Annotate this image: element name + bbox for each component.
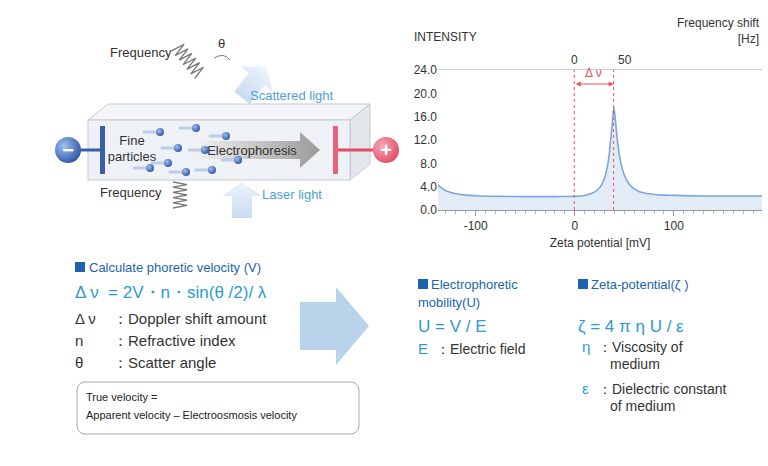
svg-text:Zeta potential [mV]: Zeta potential [mV] xyxy=(550,236,651,250)
svg-text:True velocity =: True velocity = xyxy=(86,391,157,403)
svg-text:Frequency shift[Hz]: Frequency shift[Hz] xyxy=(677,16,760,46)
svg-text:ζ = 4 π η U / ε: ζ = 4 π η U / ε xyxy=(578,317,684,336)
svg-text:η: η xyxy=(582,338,590,355)
svg-text:+: + xyxy=(380,139,392,161)
svg-text:θ: θ xyxy=(75,354,83,371)
svg-text:θ: θ xyxy=(218,36,225,51)
svg-text:Δ ν: Δ ν xyxy=(585,66,602,80)
svg-text:20.0: 20.0 xyxy=(414,87,438,101)
svg-text:Calculate phoretic velocity (V: Calculate phoretic velocity (V) xyxy=(89,260,261,275)
svg-text:n: n xyxy=(75,332,83,349)
svg-text:24.0: 24.0 xyxy=(414,63,438,77)
svg-text:of medium: of medium xyxy=(610,398,675,414)
svg-text:0: 0 xyxy=(571,53,578,67)
svg-text:Δ ν: Δ ν xyxy=(75,310,96,327)
svg-text:−: − xyxy=(62,139,74,161)
svg-text:：Dielectric constant: ：Dielectric constant xyxy=(598,381,726,397)
svg-text:Frequency: Frequency xyxy=(100,185,162,200)
svg-text:ε: ε xyxy=(582,380,589,397)
svg-text:50: 50 xyxy=(618,53,632,67)
svg-text:0: 0 xyxy=(571,219,578,233)
svg-text:Δ ν = 2V・n・sin(θ /2)/ λ: Δ ν = 2V・n・sin(θ /2)/ λ xyxy=(75,283,267,302)
svg-text:：Viscosity of: ：Viscosity of xyxy=(598,339,683,355)
svg-text:Fine: Fine xyxy=(119,133,144,148)
svg-text:Frequency: Frequency xyxy=(110,45,172,60)
svg-text:100: 100 xyxy=(664,219,684,233)
svg-text:Apparent velocity – Electroosm: Apparent velocity – Electroosmosis veloc… xyxy=(86,409,297,421)
svg-text:Laser light: Laser light xyxy=(262,187,322,202)
svg-text:U = V / E: U = V / E xyxy=(418,317,487,336)
svg-text:8.0: 8.0 xyxy=(420,157,437,171)
svg-text:：Scatter angle: ：Scatter angle xyxy=(113,354,216,371)
svg-text:INTENSITY: INTENSITY xyxy=(414,30,477,44)
svg-text:particles: particles xyxy=(108,149,157,164)
svg-text:：Electric field: ：Electric field xyxy=(436,341,525,357)
svg-text:：Doppler shift amount: ：Doppler shift amount xyxy=(113,310,267,327)
svg-text:16.0: 16.0 xyxy=(414,110,438,124)
svg-text:E: E xyxy=(418,340,428,357)
svg-text:-100: -100 xyxy=(464,219,488,233)
svg-text:0.0: 0.0 xyxy=(420,203,437,217)
svg-text:12.0: 12.0 xyxy=(414,133,438,147)
svg-text:mobility(U): mobility(U) xyxy=(418,295,480,310)
svg-text:：Refractive index: ：Refractive index xyxy=(113,332,236,349)
svg-text:Electrophoresis: Electrophoresis xyxy=(207,143,297,158)
svg-text:Electrophoretic: Electrophoretic xyxy=(431,277,518,292)
svg-text:4.0: 4.0 xyxy=(420,180,437,194)
svg-text:Scattered light: Scattered light xyxy=(250,88,333,103)
svg-text:Zeta-potential(ζ ): Zeta-potential(ζ ) xyxy=(591,277,689,292)
svg-text:medium: medium xyxy=(610,356,660,372)
